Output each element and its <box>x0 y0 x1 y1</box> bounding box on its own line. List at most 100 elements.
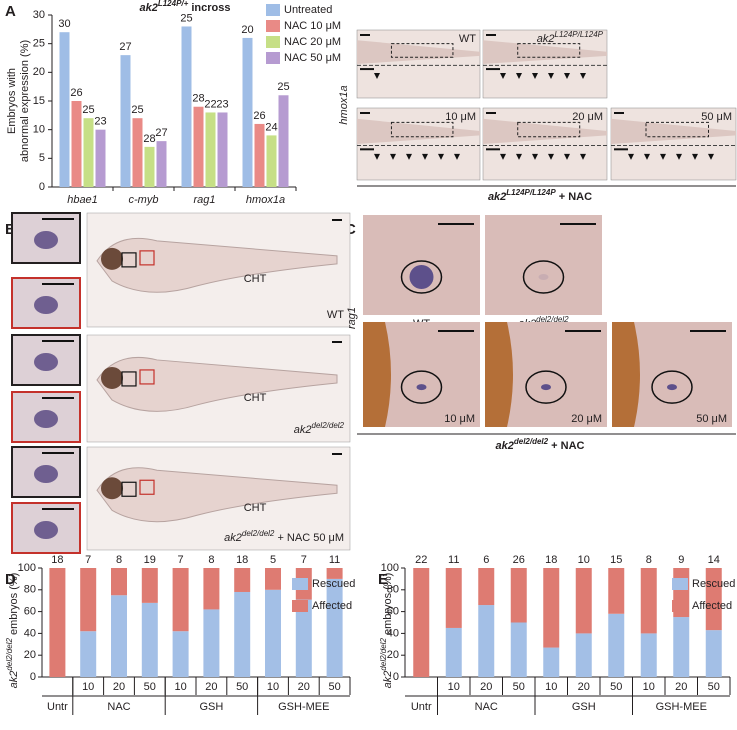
legend-swatch <box>672 578 688 590</box>
inset-box <box>390 43 454 58</box>
eye <box>101 477 123 500</box>
count-label: 28 <box>143 133 155 145</box>
arrowhead <box>500 72 506 79</box>
bar-segment <box>510 622 527 677</box>
x-tick-label: 20 <box>113 681 125 693</box>
bar-segment <box>673 617 690 677</box>
bar <box>217 112 228 187</box>
arrowhead <box>708 153 714 160</box>
scale-bar <box>42 340 74 342</box>
arrowhead <box>676 153 682 160</box>
x-tick-label: 20 <box>298 681 310 693</box>
x-tick-label: 50 <box>610 681 622 693</box>
text-part: ak2 <box>8 671 20 689</box>
y-tick-label: 60 <box>24 606 36 618</box>
scale-bar <box>360 34 370 36</box>
stain-label: rag1 <box>346 307 358 329</box>
y-tick-label: 20 <box>24 649 36 661</box>
bar-segment <box>80 568 97 632</box>
y-tick-label: 0 <box>30 671 36 683</box>
y-tick-label: 80 <box>387 584 399 596</box>
count-label: 7 <box>301 554 307 566</box>
bar-segment <box>234 568 251 592</box>
image-label: ak2del2/del2 <box>294 421 345 436</box>
x-tick-label: 10 <box>267 681 279 693</box>
x-tick-label: 50 <box>513 681 525 693</box>
superscript: L124P/L124P <box>506 188 556 197</box>
inset <box>11 446 81 498</box>
eye-edge <box>612 322 640 427</box>
bar-segment <box>543 647 560 677</box>
arrowhead <box>390 153 396 160</box>
image-label: ak2L124P/L124P <box>537 30 604 45</box>
text-part: incross <box>188 2 230 14</box>
stain-spot <box>34 353 58 371</box>
group-label: NAC <box>475 701 498 713</box>
superscript: L124P/L124P <box>555 30 604 39</box>
y-tick-label: 20 <box>387 649 399 661</box>
tail <box>611 118 736 144</box>
arrowhead <box>580 153 586 160</box>
arrowhead <box>532 153 538 160</box>
thymus-outline <box>400 370 443 404</box>
count-label: 25 <box>82 104 94 116</box>
scale-bar <box>332 341 342 343</box>
bar-segment <box>608 568 625 614</box>
bar-segment <box>203 609 220 677</box>
x-tick-label: 10 <box>174 681 186 693</box>
bar <box>59 32 70 188</box>
bar <box>120 55 131 188</box>
micrograph <box>356 29 481 99</box>
superscript: del2/del2 <box>312 421 345 430</box>
arrowhead <box>454 153 460 160</box>
scale-bar <box>360 148 374 151</box>
bar-segment <box>172 568 189 632</box>
stain-spot <box>34 296 58 314</box>
stain-spot <box>416 384 427 391</box>
y-tick-label: 40 <box>387 627 399 639</box>
image-label: 20 μM <box>572 111 603 123</box>
count-label: 9 <box>678 554 684 566</box>
arrowhead <box>422 153 428 160</box>
caption: ak2del2/del2 + NAC <box>496 437 585 452</box>
arrowhead <box>644 153 650 160</box>
scale-bar <box>438 330 474 332</box>
scale-bar <box>486 68 500 71</box>
y-tick-label: 15 <box>33 95 45 107</box>
text-part: ak2 <box>294 424 312 436</box>
micrograph <box>482 29 608 99</box>
count-label: 23 <box>216 98 228 110</box>
y-tick-label: 5 <box>39 152 45 164</box>
larva <box>96 237 338 293</box>
count-label: 11 <box>329 554 340 566</box>
scale-bar <box>486 34 496 36</box>
thymus-outline <box>400 260 443 294</box>
scale-bar <box>614 112 624 114</box>
arrowhead <box>406 153 412 160</box>
inset-box <box>121 371 137 387</box>
text-part: + NAC 50 μM <box>274 532 344 544</box>
bar-segment <box>49 568 66 677</box>
group-label: Untr <box>411 701 432 713</box>
text-part: ak2 <box>488 191 506 203</box>
bar-segment <box>575 633 592 677</box>
scale-bar <box>42 508 74 510</box>
x-tick-label: 10 <box>545 681 557 693</box>
tail <box>357 118 480 144</box>
image-label: 10 μM <box>445 111 476 123</box>
count-label: 22 <box>204 98 216 110</box>
count-label: 20 <box>241 24 253 36</box>
x-tick-label: 10 <box>643 681 655 693</box>
arrowhead <box>516 72 522 79</box>
bar <box>83 118 94 187</box>
count-label: 18 <box>545 554 557 566</box>
arrowhead <box>628 153 634 160</box>
bar <box>278 95 289 187</box>
bar-segment <box>265 568 281 590</box>
larva <box>96 467 338 523</box>
bar-segment <box>640 633 657 677</box>
legend-swatch <box>266 20 280 32</box>
x-tick-label: hbae1 <box>67 194 98 206</box>
scale-bar <box>486 148 500 151</box>
